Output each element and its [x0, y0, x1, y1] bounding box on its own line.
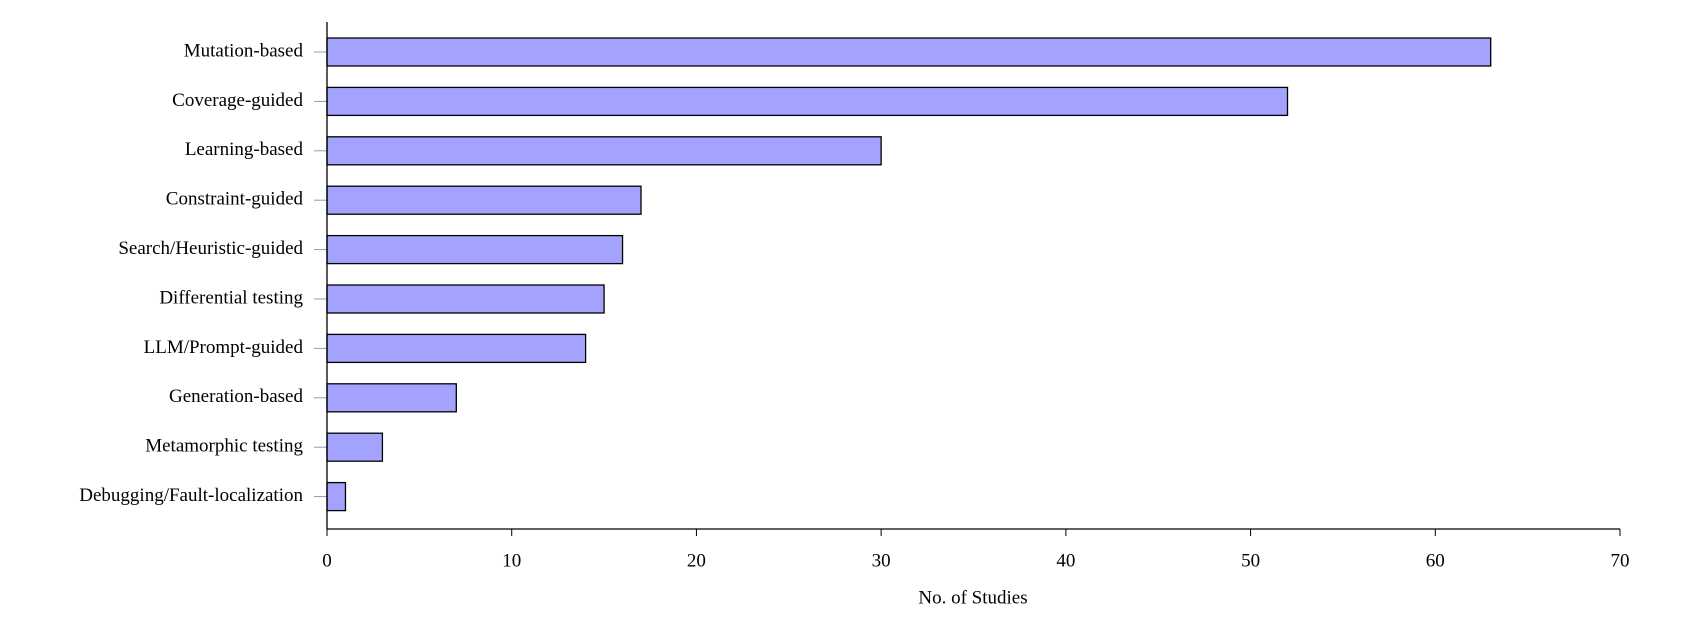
x-tick-label: 60 — [1426, 550, 1445, 571]
bar — [326, 234, 624, 265]
x-tick-label: 50 — [1241, 550, 1260, 571]
y-tick-label: Differential testing — [159, 287, 303, 308]
x-tick-label: 40 — [1056, 550, 1075, 571]
y-tick-label: Metamorphic testing — [145, 436, 303, 457]
y-tick-label: LLM/Prompt-guided — [144, 337, 304, 358]
y-tick-label: Mutation-based — [184, 40, 304, 61]
y-tick-label: Debugging/Fault-localization — [79, 485, 303, 506]
x-tick-label: 30 — [872, 550, 891, 571]
x-axis-label: No. of Studies — [918, 587, 1027, 608]
bar — [326, 86, 1289, 117]
bar — [326, 284, 605, 314]
y-tick-label: Learning-based — [185, 139, 304, 160]
x-tick-label: 0 — [322, 550, 332, 571]
x-tick-label: 70 — [1611, 550, 1630, 571]
x-tick-label: 20 — [687, 550, 706, 571]
bar — [326, 383, 457, 413]
y-tick-label: Constraint-guided — [166, 189, 304, 210]
bar — [326, 136, 882, 166]
y-tick-label: Generation-based — [169, 386, 303, 407]
x-tick-label: 10 — [502, 550, 521, 571]
bar — [326, 481, 347, 512]
bar — [326, 333, 587, 364]
bar — [326, 37, 1492, 67]
bar — [326, 185, 642, 215]
y-tick-label: Coverage-guided — [172, 90, 303, 111]
y-tick-label: Search/Heuristic-guided — [118, 238, 303, 259]
bar — [326, 432, 384, 462]
